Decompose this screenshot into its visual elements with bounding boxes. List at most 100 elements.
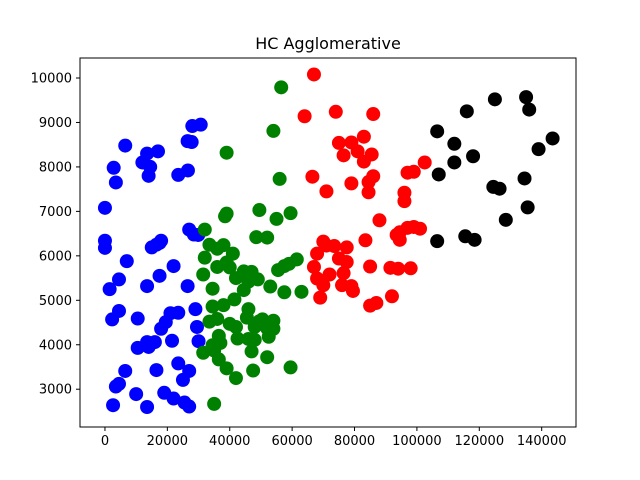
- data-point-cluster-0-1: [106, 160, 121, 175]
- data-point-cluster-2-0: [306, 67, 321, 82]
- data-point-cluster-2-1: [328, 104, 343, 119]
- data-point-cluster-3-9: [447, 155, 462, 170]
- data-point-cluster-1-12: [216, 238, 231, 253]
- points-layer: [97, 67, 560, 414]
- data-point-cluster-1-44: [210, 311, 225, 326]
- data-point-cluster-1-26: [271, 263, 286, 278]
- data-point-cluster-1-20: [197, 250, 212, 265]
- data-point-cluster-1-51: [230, 331, 245, 346]
- data-point-cluster-1-35: [227, 292, 242, 307]
- x-tick-label: 20000: [147, 434, 188, 449]
- data-point-cluster-2-21: [397, 194, 412, 209]
- data-point-cluster-2-50: [369, 295, 384, 310]
- data-point-cluster-3-3: [522, 102, 537, 117]
- data-point-cluster-0-54: [129, 387, 144, 402]
- data-point-cluster-2-43: [336, 266, 351, 281]
- data-point-cluster-0-14: [97, 200, 112, 215]
- data-point-cluster-1-21: [210, 259, 225, 274]
- data-point-cluster-0-13: [171, 167, 186, 182]
- data-point-cluster-1-62: [219, 361, 234, 376]
- data-point-cluster-2-34: [319, 238, 334, 253]
- data-point-cluster-1-1: [266, 123, 281, 138]
- data-point-cluster-3-10: [431, 167, 446, 182]
- data-point-cluster-3-16: [430, 234, 445, 249]
- data-point-cluster-1-0: [274, 80, 289, 95]
- data-point-cluster-2-37: [363, 259, 378, 274]
- data-point-cluster-1-52: [261, 329, 276, 344]
- x-axis: 0 20000 40000 60000 80000 100000 120000 140000: [101, 427, 567, 449]
- data-point-cluster-0-7: [141, 168, 156, 183]
- data-point-cluster-2-41: [306, 259, 321, 274]
- data-point-cluster-3-4: [430, 124, 445, 139]
- data-point-cluster-2-16: [305, 169, 320, 184]
- chart-title: HC Agglomerative: [255, 34, 401, 53]
- data-point-cluster-0-27: [166, 259, 181, 274]
- data-point-cluster-2-52: [313, 290, 328, 305]
- data-point-cluster-0-55: [166, 391, 181, 406]
- data-point-cluster-1-34: [294, 284, 309, 299]
- data-point-cluster-0-50: [118, 363, 133, 378]
- data-point-cluster-3-2: [459, 104, 474, 119]
- data-point-cluster-0-28: [102, 282, 117, 297]
- data-point-cluster-0-2: [108, 175, 123, 190]
- data-point-cluster-0-36: [171, 305, 186, 320]
- data-point-cluster-0-26: [152, 268, 167, 283]
- x-tick-label: 100000: [392, 434, 442, 449]
- data-point-cluster-2-19: [361, 185, 376, 200]
- data-point-cluster-2-51: [384, 289, 399, 304]
- data-point-cluster-2-18: [319, 184, 334, 199]
- data-point-cluster-1-29: [250, 272, 265, 287]
- y-tick-label: 8000: [39, 160, 72, 175]
- y-tick-label: 5000: [39, 294, 72, 309]
- data-point-cluster-2-15: [361, 175, 376, 190]
- y-tick-label: 4000: [39, 338, 72, 353]
- data-point-cluster-0-49: [149, 363, 164, 378]
- data-point-cluster-0-6: [135, 155, 150, 170]
- data-point-cluster-2-4: [331, 135, 346, 150]
- data-point-cluster-2-2: [366, 107, 381, 122]
- y-tick-label: 10000: [31, 72, 72, 87]
- data-point-cluster-0-9: [193, 117, 208, 132]
- plot-frame: [79, 57, 577, 428]
- data-point-cluster-1-5: [283, 206, 298, 221]
- data-point-cluster-3-18: [467, 232, 482, 247]
- data-point-cluster-1-65: [228, 371, 243, 386]
- data-point-cluster-0-25: [111, 272, 126, 287]
- data-point-cluster-0-23: [149, 237, 164, 252]
- data-point-cluster-2-39: [391, 261, 406, 276]
- y-tick-label: 3000: [39, 383, 72, 398]
- y-tick-label: 7000: [39, 205, 72, 220]
- x-tick-label: 80000: [334, 434, 375, 449]
- data-point-cluster-0-58: [106, 398, 121, 413]
- data-point-cluster-2-17: [344, 176, 359, 191]
- x-tick-label: 120000: [454, 434, 504, 449]
- data-point-cluster-2-29: [339, 240, 354, 255]
- data-point-cluster-0-29: [140, 279, 155, 294]
- data-point-cluster-2-22: [372, 213, 387, 228]
- data-point-cluster-1-36: [216, 298, 231, 313]
- x-tick-label: 0: [101, 434, 109, 449]
- data-point-cluster-2-10: [356, 154, 371, 169]
- data-point-cluster-1-54: [241, 331, 256, 346]
- data-point-cluster-1-30: [205, 281, 220, 296]
- data-point-cluster-2-7: [350, 144, 365, 159]
- data-point-cluster-1-57: [196, 345, 211, 360]
- data-point-cluster-3-15: [520, 200, 535, 215]
- data-point-cluster-1-31: [236, 283, 251, 298]
- data-point-cluster-3-8: [466, 149, 481, 164]
- data-point-cluster-0-39: [189, 319, 204, 334]
- data-point-cluster-1-60: [260, 350, 275, 365]
- data-point-cluster-1-27: [196, 267, 211, 282]
- data-point-cluster-1-7: [218, 209, 233, 224]
- data-point-cluster-0-33: [105, 312, 120, 327]
- y-axis: 3000 4000 5000 6000 7000 8000 9000 10000: [31, 72, 80, 398]
- x-tick-label: 60000: [271, 434, 312, 449]
- data-point-cluster-3-1: [487, 92, 502, 107]
- data-point-cluster-1-39: [239, 310, 254, 325]
- data-point-cluster-1-32: [263, 279, 278, 294]
- data-point-cluster-1-15: [249, 230, 264, 245]
- data-point-cluster-0-48: [175, 372, 190, 387]
- data-point-cluster-1-66: [207, 396, 222, 411]
- data-point-cluster-3-14: [498, 212, 513, 227]
